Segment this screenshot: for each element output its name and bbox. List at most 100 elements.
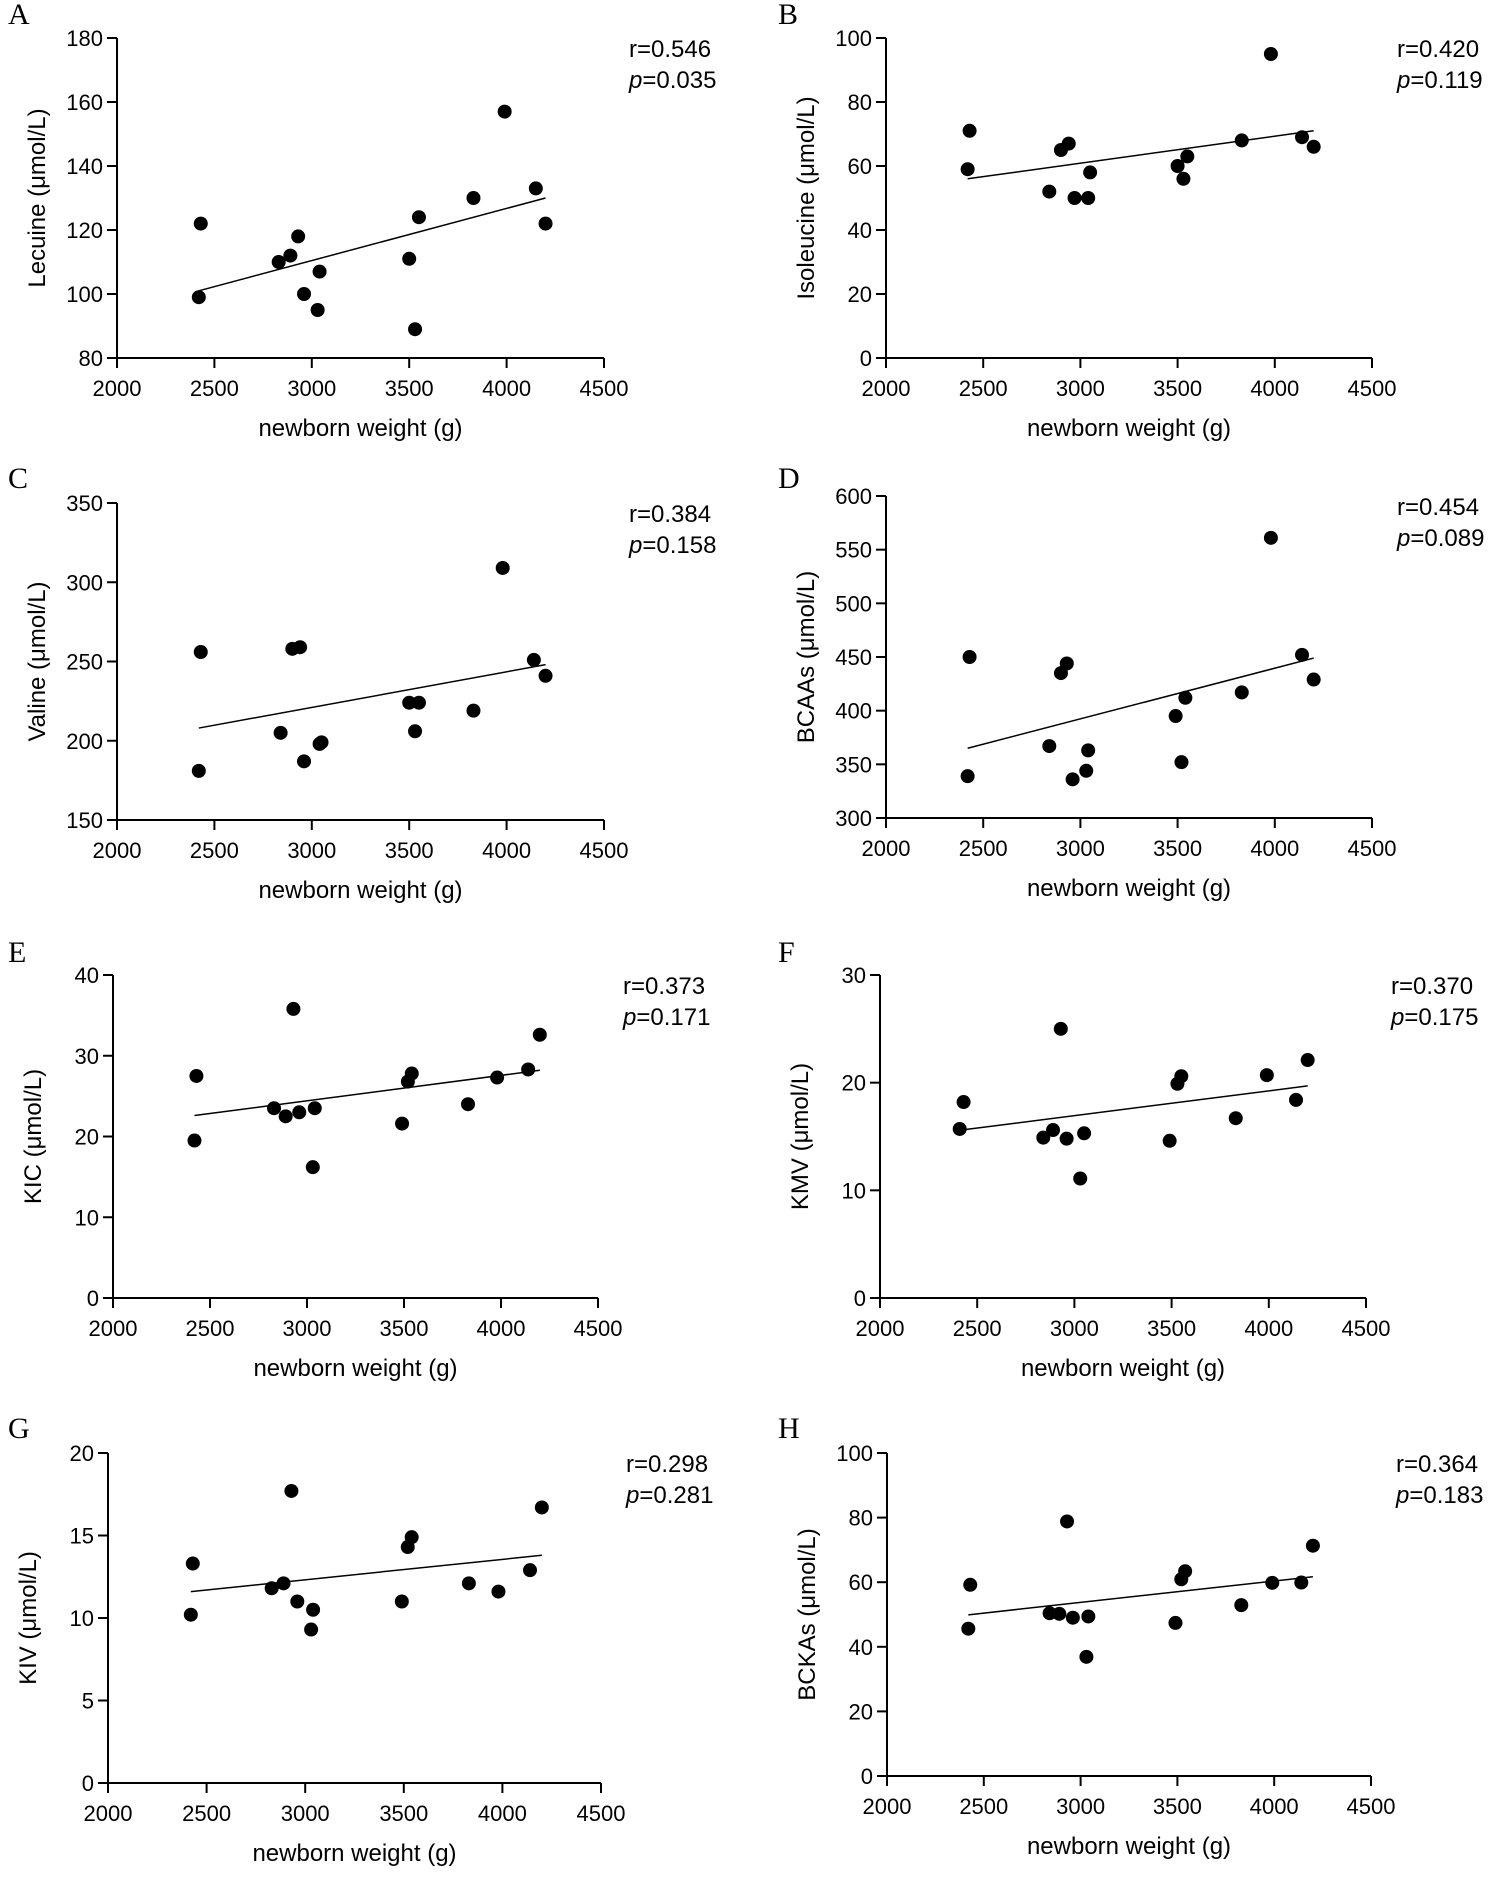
y-tick-label: 40 xyxy=(75,963,99,988)
data-point xyxy=(193,644,208,659)
r-value: r=0.298 xyxy=(626,1451,708,1478)
x-axis-title: newborn weight (g) xyxy=(1027,415,1231,442)
data-point xyxy=(538,216,553,231)
x-tick-label: 2500 xyxy=(959,1794,1008,1819)
y-tick-label: 0 xyxy=(87,1286,99,1311)
y-tick-label: 0 xyxy=(82,1771,94,1796)
data-point xyxy=(1234,685,1249,700)
x-tick-label: 2000 xyxy=(93,838,142,863)
x-tick-label: 4000 xyxy=(482,376,531,401)
x-tick-label: 3500 xyxy=(385,838,434,863)
data-point xyxy=(1042,184,1057,199)
data-point xyxy=(497,104,512,119)
data-point xyxy=(1295,130,1310,145)
y-tick-label: 15 xyxy=(70,1524,94,1549)
r-value: r=0.454 xyxy=(1397,494,1479,521)
data-point xyxy=(264,1581,279,1596)
data-point xyxy=(1065,1610,1080,1625)
y-tick-label: 5 xyxy=(82,1689,94,1714)
y-tick-label: 10 xyxy=(70,1606,94,1631)
data-point xyxy=(528,181,543,196)
data-point xyxy=(1077,1126,1092,1141)
data-point xyxy=(1168,1615,1183,1630)
panel-b: B 0 20 40 60 80 100 2000 2500 3000 3500 4000 4500 new… xyxy=(778,0,1483,442)
data-point xyxy=(1259,1068,1274,1083)
data-point xyxy=(189,1068,204,1083)
x-tick-label: 3000 xyxy=(287,376,336,401)
data-point xyxy=(523,1563,538,1578)
data-point xyxy=(191,290,206,305)
data-point xyxy=(304,1622,319,1637)
y-tick-label: 20 xyxy=(849,1699,873,1724)
data-point xyxy=(466,703,481,718)
x-tick-label: 2000 xyxy=(863,1794,912,1819)
data-point xyxy=(1081,1609,1096,1624)
x-tick-label: 4500 xyxy=(1348,376,1397,401)
y-tick-label: 20 xyxy=(70,1441,94,1466)
x-tick-label: 4000 xyxy=(1250,376,1299,401)
x-tick-label: 4500 xyxy=(580,376,629,401)
data-point xyxy=(408,322,423,337)
x-tick-label: 2500 xyxy=(959,376,1008,401)
x-tick-label: 4500 xyxy=(1348,836,1397,861)
data-point xyxy=(1079,763,1094,778)
y-tick-label: 20 xyxy=(75,1125,99,1150)
p-symbol: p xyxy=(1396,525,1410,552)
data-point xyxy=(962,650,977,664)
r-value: r=0.384 xyxy=(629,501,711,528)
data-point xyxy=(183,1607,198,1622)
panel-c: C 150 200 250 300 350 2000 2500 3000 3500 4000 4500… xyxy=(8,462,716,904)
data-point xyxy=(187,1133,202,1148)
data-point xyxy=(490,1070,505,1085)
data-point xyxy=(292,1105,307,1120)
data-point xyxy=(297,754,312,769)
data-point xyxy=(310,303,325,317)
data-point xyxy=(402,251,417,266)
x-tick-label: 2000 xyxy=(93,376,142,401)
y-axis-title: KIV (μmol/L) xyxy=(15,1551,42,1685)
data-point xyxy=(284,1483,299,1498)
data-point xyxy=(1053,1021,1068,1036)
data-point xyxy=(961,1621,976,1636)
x-tick-label: 3500 xyxy=(1153,1794,1202,1819)
y-tick-label: 100 xyxy=(66,282,103,307)
data-point xyxy=(963,1577,978,1592)
p-symbol: p xyxy=(625,1482,639,1509)
x-tick-label: 3500 xyxy=(385,376,434,401)
y-tick-label: 180 xyxy=(66,26,103,51)
data-point xyxy=(526,652,541,667)
p-number: =0.281 xyxy=(639,1482,713,1509)
panel-h: H 0 20 40 60 80 100 2000 2500 3000 3500 4000 4500 new… xyxy=(778,1412,1483,1860)
regression-line xyxy=(961,1085,1308,1131)
x-axis-title: newborn weight (g) xyxy=(1021,1355,1225,1382)
panel-a: A 80 100 120 140 160 180 2000 2500 3000 3500 4000 45… xyxy=(8,0,716,442)
p-number: =0.183 xyxy=(1409,1482,1483,1509)
panel-e: E 0 10 20 30 40 2000 2500 3000 3500 4000 4500 newbor… xyxy=(8,936,710,1382)
x-tick-label: 2000 xyxy=(84,1801,133,1826)
data-point xyxy=(1046,1123,1061,1138)
data-point xyxy=(1036,1130,1051,1145)
data-point xyxy=(1170,159,1185,173)
x-tick-label: 2500 xyxy=(190,838,239,863)
x-tick-label: 4500 xyxy=(1347,1794,1396,1819)
data-point xyxy=(1042,739,1057,754)
data-point xyxy=(1081,191,1096,205)
x-tick-label: 4000 xyxy=(1244,1316,1293,1341)
data-point xyxy=(1180,149,1195,164)
y-tick-label: 100 xyxy=(836,1441,873,1466)
data-point xyxy=(1168,709,1183,724)
regression-line xyxy=(968,1575,1314,1616)
x-tick-label: 3500 xyxy=(379,1801,428,1826)
data-point xyxy=(291,229,306,244)
data-point xyxy=(1305,1538,1320,1553)
x-tick-label: 3000 xyxy=(281,1801,330,1826)
x-tick-label: 2000 xyxy=(89,1316,138,1341)
x-axis-title: newborn weight (g) xyxy=(252,1840,456,1867)
data-point xyxy=(1174,1069,1189,1084)
data-point xyxy=(1081,743,1096,758)
x-tick-label: 3000 xyxy=(1056,1794,1105,1819)
data-point xyxy=(1234,1598,1249,1613)
data-point xyxy=(411,695,426,710)
y-tick-label: 0 xyxy=(860,346,872,371)
p-value: p=0.158 xyxy=(628,532,716,559)
